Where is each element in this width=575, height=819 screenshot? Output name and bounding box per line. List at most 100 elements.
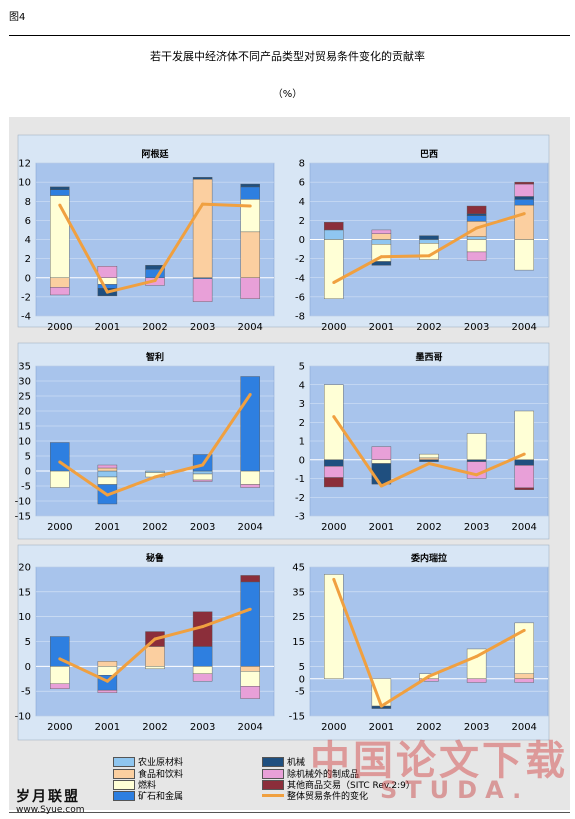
chart-title: 智利 xyxy=(146,351,164,363)
watermark-left-sub: www.Syue.com xyxy=(16,805,85,815)
bar-ore-2003 xyxy=(192,646,213,667)
x-tick-label: 2003 xyxy=(464,522,489,533)
legend-swatch-fuel xyxy=(113,779,135,790)
chart-title: 阿根廷 xyxy=(141,148,169,160)
bar-mfg-2001 xyxy=(371,229,392,234)
bar-food-2001 xyxy=(97,467,118,472)
total-point-2003 xyxy=(201,463,205,467)
bar-food-2000 xyxy=(50,277,70,288)
x-tick-label: 2001 xyxy=(95,522,120,533)
total-point-2001 xyxy=(105,679,109,683)
x-tick-label: 2004 xyxy=(511,322,536,333)
legend-swatch-mfg xyxy=(262,768,284,779)
y-tick-label: 0 xyxy=(25,662,31,673)
legend-item-other: 其他商品交易（SITC Rev.2:9） xyxy=(262,778,415,791)
bar-fuel-2004 xyxy=(514,410,534,460)
bar-food-2003 xyxy=(192,179,213,278)
bar-fuel-2000 xyxy=(324,574,344,679)
y-tick-label: 5 xyxy=(299,662,305,673)
y-tick-label: -5 xyxy=(21,687,31,698)
y-tick-label: -15 xyxy=(289,712,305,723)
y-tick-label: 45 xyxy=(292,563,305,574)
bar-other-2004 xyxy=(240,575,260,583)
x-tick-label: 2000 xyxy=(321,522,346,533)
total-point-2001 xyxy=(379,704,383,708)
legend-item-ore: 矿石和金属 xyxy=(113,789,183,802)
bar-food-2001 xyxy=(371,233,392,240)
bar-mfg-2004 xyxy=(240,686,260,699)
legend-swatch-machinery xyxy=(262,756,284,767)
bar-mfg-2002 xyxy=(419,678,439,682)
bar-fuel-2002 xyxy=(419,453,439,459)
legend-swatch-food xyxy=(113,768,135,779)
total-point-2002 xyxy=(427,674,431,678)
top-rule xyxy=(9,35,570,36)
bar-agri-2001 xyxy=(97,470,118,478)
y-tick-label: 4 xyxy=(25,235,31,246)
total-point-2002 xyxy=(153,279,157,283)
bar-ore-2000 xyxy=(50,189,70,196)
y-tick-label: -8 xyxy=(295,312,305,323)
total-point-2002 xyxy=(427,462,431,465)
y-tick-label: 0 xyxy=(25,273,31,284)
y-tick-label: 8 xyxy=(299,159,305,170)
x-tick-label: 2003 xyxy=(464,722,489,733)
total-point-2000 xyxy=(58,460,62,464)
total-point-2002 xyxy=(153,475,157,479)
y-tick-label: -2 xyxy=(295,254,305,265)
y-tick-label: 2 xyxy=(299,216,305,227)
y-tick-label: 12 xyxy=(18,159,31,170)
chart-title: 委内瑞拉 xyxy=(410,552,447,564)
y-tick-label: 15 xyxy=(18,587,31,598)
bar-ore-2004 xyxy=(240,376,260,472)
total-point-2001 xyxy=(379,484,383,488)
bar-ore-2004 xyxy=(240,186,260,200)
bar-agri-2003 xyxy=(192,470,213,475)
watermark-left: 岁月联盟 xyxy=(16,789,80,805)
legend-swatch-agri xyxy=(113,756,135,767)
bar-mfg-2004 xyxy=(240,277,260,299)
y-tick-label: 15 xyxy=(18,422,31,433)
total-point-2000 xyxy=(58,203,62,207)
bar-ore-2004 xyxy=(240,581,260,667)
watermark-right: 中国论文下载 xyxy=(310,738,568,784)
legend-label-other: 其他商品交易（SITC Rev.2:9） xyxy=(287,781,415,791)
y-tick-label: -4 xyxy=(21,312,31,323)
x-tick-label: 2001 xyxy=(369,522,394,533)
bar-fuel-2004 xyxy=(240,671,260,687)
y-tick-label: 6 xyxy=(299,178,305,189)
bar-fuel-2001 xyxy=(371,459,392,464)
total-point-2001 xyxy=(379,255,383,259)
bar-food-2004 xyxy=(514,204,534,240)
bar-ore-2003 xyxy=(466,215,487,222)
y-tick-label: 10 xyxy=(18,437,31,448)
bottom-rule xyxy=(9,812,570,813)
x-tick-label: 2002 xyxy=(142,522,167,533)
y-tick-label: 2 xyxy=(25,254,31,265)
bar-mfg-2003 xyxy=(192,479,213,482)
y-tick-label: -4 xyxy=(295,273,305,284)
y-tick-label: 20 xyxy=(18,563,31,574)
x-tick-label: 2003 xyxy=(190,522,215,533)
bar-fuel-2000 xyxy=(50,666,70,684)
bar-machinery-2002 xyxy=(419,235,439,240)
bar-mfg-2004 xyxy=(514,678,534,683)
bar-fuel-2004 xyxy=(514,622,534,674)
legend-item-mfg: 除机械外的制成品 xyxy=(262,767,359,780)
x-tick-label: 2002 xyxy=(142,722,167,733)
total-point-2003 xyxy=(475,473,479,477)
x-tick-label: 2000 xyxy=(321,722,346,733)
total-point-2000 xyxy=(58,657,62,661)
x-tick-label: 2002 xyxy=(416,322,441,333)
bar-mfg-2004 xyxy=(514,183,534,197)
bar-machinery-2004 xyxy=(514,196,534,200)
chart-title: 秘鲁 xyxy=(146,552,164,564)
bar-other-2004 xyxy=(514,487,534,490)
y-tick-label: -6 xyxy=(295,292,305,303)
y-tick-label: 5 xyxy=(25,452,31,463)
x-tick-label: 2000 xyxy=(47,522,72,533)
y-tick-label: 4 xyxy=(299,197,305,208)
legend-label-agri: 农业原材料 xyxy=(138,758,184,768)
total-point-2004 xyxy=(522,452,526,456)
bar-mfg-2000 xyxy=(50,287,70,296)
